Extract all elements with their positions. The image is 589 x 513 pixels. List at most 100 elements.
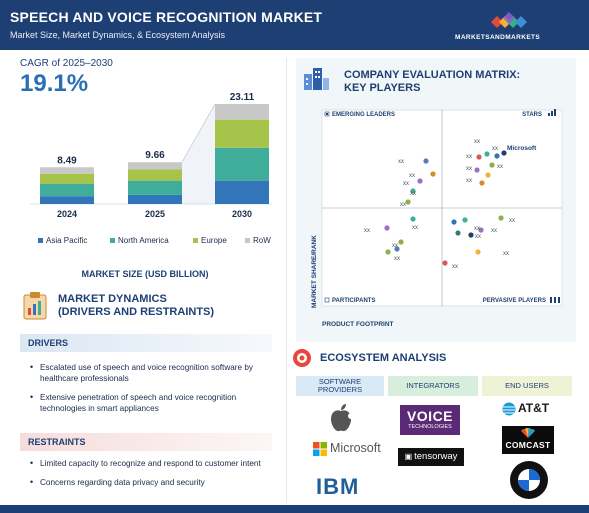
company-label: xx [466, 154, 472, 160]
ecosystem-title: ECOSYSTEM ANALYSIS [320, 352, 447, 364]
company-label: xx [410, 191, 416, 197]
matrix-x-axis-label: PRODUCT FOOTPRINT [322, 321, 394, 328]
matrix-title-line1: COMPANY EVALUATION MATRIX: [344, 69, 521, 81]
company-label: xx [474, 226, 480, 232]
company-label: xx [394, 256, 400, 262]
drivers-header: DRIVERS [20, 334, 272, 352]
page-subtitle: Market Size, Market Dynamics, & Ecosyste… [10, 30, 226, 40]
brand-name: MARKETSANDMARKETS [455, 34, 541, 41]
drivers-list: Escalated use of speech and voice recogn… [30, 362, 280, 422]
bar-segment-asia-pacific [128, 194, 182, 204]
driver-item: Extensive penetration of speech and voic… [30, 392, 280, 414]
company-dot [484, 151, 490, 157]
company-dot [498, 215, 504, 221]
company-label: xx [492, 146, 498, 152]
participants-icon [324, 297, 330, 303]
comcast-peacock-icon [521, 428, 535, 438]
bar-segment-north-america [128, 180, 182, 195]
cagr-value: 19.1% [20, 70, 89, 97]
restraint-item: Limited capacity to recognize and respon… [30, 458, 280, 469]
company-dot [430, 171, 436, 177]
emerging-leaders-icon [324, 111, 330, 117]
voice-logo-word: VOICE [406, 408, 454, 424]
company-label: xx [398, 159, 404, 165]
company-dot [489, 162, 495, 168]
company-dot [478, 227, 484, 233]
cagr-label: CAGR of 2025–2030 [20, 58, 113, 69]
company-dot [385, 249, 391, 255]
ibm-logo: IBM [316, 474, 372, 499]
company-dot [462, 217, 468, 223]
company-dot [475, 249, 481, 255]
bar-segment-europe [40, 173, 94, 184]
att-logo-text: AT&T [518, 401, 550, 415]
tensorway-logo-text: tensorway [414, 451, 458, 462]
bmw-roundel-icon [518, 469, 540, 491]
legend-label: RoW [253, 236, 271, 245]
company-dot [417, 178, 423, 184]
market-size-chart: 8.49 2024 9.66 2025 23.11 2030 Asia Pacific Nor… [30, 92, 272, 245]
company-dot [476, 154, 482, 160]
driver-item: Escalated use of speech and voice recogn… [30, 362, 280, 384]
company-label: xx [474, 139, 480, 145]
eco-header-software-providers: SOFTWARE PROVIDERS [296, 376, 384, 396]
eco-header-integrators: INTEGRATORS [388, 376, 478, 396]
company-label: xx [475, 234, 481, 240]
matrix-title: COMPANY EVALUATION MATRIX: KEY PLAYERS [344, 69, 520, 95]
ecosystem-icon [293, 349, 311, 367]
microsoft-logo: Microsoft [313, 440, 383, 458]
company-label: xx [466, 166, 472, 172]
company-dot [394, 246, 400, 252]
buildings-icon [304, 68, 329, 90]
voice-technologies-logo: VOICE TECHNOLOGIES [400, 405, 460, 435]
footer-bar [0, 505, 589, 513]
microsoft-label: Microsoft [507, 145, 537, 152]
company-dot [468, 232, 474, 238]
bar-segment-row [128, 162, 182, 170]
company-label: xx [497, 164, 503, 170]
company-label: xx [409, 173, 415, 179]
microsoft-logo-text: Microsoft [330, 441, 381, 455]
tensorway-logo: ▣ tensorway [398, 448, 464, 466]
bar-segment-europe [215, 119, 269, 148]
company-label: xx [503, 251, 509, 257]
company-dot [485, 172, 491, 178]
matrix-title-line2: KEY PLAYERS [344, 82, 421, 94]
company-dot [423, 158, 429, 164]
company-dot [479, 180, 485, 186]
eco-header-end-users: END USERS [482, 376, 572, 396]
x-tick-label: 2030 [232, 209, 252, 219]
legend-swatch [193, 238, 198, 243]
quadrant-stars: STARS [522, 112, 542, 118]
bar-segment-north-america [40, 183, 94, 197]
brand-logo[interactable]: MARKETSANDMARKETS [455, 10, 565, 44]
bar-segment-north-america [215, 147, 269, 181]
microsoft-dot [501, 150, 507, 156]
company-label: xx [403, 181, 409, 187]
chart-x-axis-label: MARKET SIZE (USD BILLION) [81, 269, 209, 279]
company-label: xx [412, 225, 418, 231]
company-dot [451, 219, 457, 225]
company-label: xx [466, 178, 472, 184]
company-evaluation-matrix: EMERGING LEADERS STARS PARTICIPANTS PERV… [311, 109, 563, 328]
company-label: xx [400, 202, 406, 208]
voice-logo-sub: TECHNOLOGIES [408, 424, 452, 430]
market-dynamics-title: MARKET DYNAMICS (DRIVERS AND RESTRAINTS) [58, 293, 214, 319]
stars-icon [548, 109, 556, 116]
company-dot [494, 153, 500, 159]
header-banner: SPEECH AND VOICE RECOGNITION MARKET Mark… [0, 0, 589, 50]
tensorway-icon: ▣ [404, 452, 413, 461]
quadrant-participants: PARTICIPANTS [332, 298, 375, 304]
company-label: xx [491, 228, 497, 234]
att-logo: AT&T [502, 401, 562, 417]
legend-label: North America [118, 236, 169, 245]
legend-swatch [38, 238, 43, 243]
bar-segment-row [40, 167, 94, 174]
restraint-item: Concerns regarding data privacy and secu… [30, 477, 280, 488]
market-dynamics-title-line2: (DRIVERS AND RESTRAINTS) [58, 306, 215, 318]
restraints-header: RESTRAINTS [20, 433, 272, 451]
quadrant-pervasive-players: PERVASIVE PLAYERS [483, 298, 546, 304]
company-dot [410, 216, 416, 222]
bar-segment-row [215, 104, 269, 120]
company-dot [384, 225, 390, 231]
